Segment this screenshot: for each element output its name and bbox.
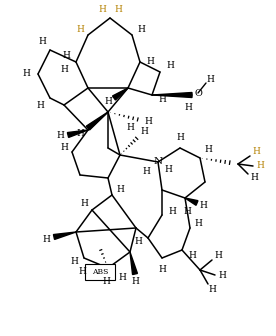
Text: H: H (184, 102, 192, 112)
Text: H: H (104, 97, 112, 107)
Text: H: H (214, 252, 222, 260)
Text: H: H (131, 278, 139, 287)
Text: H: H (56, 130, 64, 139)
Text: H: H (60, 66, 68, 75)
Text: H: H (98, 5, 106, 14)
Polygon shape (67, 130, 88, 137)
Text: H: H (22, 70, 30, 79)
Polygon shape (86, 112, 108, 130)
Text: H: H (142, 168, 150, 176)
Text: H: H (144, 118, 152, 126)
Text: H: H (70, 257, 78, 266)
Text: H: H (62, 51, 70, 60)
Polygon shape (152, 92, 192, 97)
Text: H: H (166, 61, 174, 71)
Text: H: H (116, 184, 124, 194)
Text: O: O (194, 88, 202, 97)
Text: H: H (252, 148, 260, 157)
Text: H: H (60, 143, 68, 153)
Text: H: H (204, 145, 212, 155)
Text: H: H (256, 162, 264, 170)
Text: H: H (158, 94, 166, 103)
Text: N: N (153, 158, 163, 167)
FancyBboxPatch shape (85, 264, 115, 280)
Text: H: H (114, 5, 122, 14)
Text: H: H (42, 236, 50, 245)
Text: H: H (199, 202, 207, 210)
Text: H: H (38, 38, 46, 46)
Polygon shape (54, 232, 76, 240)
Text: H: H (168, 207, 176, 215)
Text: H: H (183, 208, 191, 216)
Text: H: H (176, 133, 184, 142)
Text: H: H (80, 200, 88, 209)
Polygon shape (185, 198, 198, 205)
Text: H: H (206, 75, 214, 84)
Text: H: H (126, 123, 134, 131)
Text: H: H (250, 173, 258, 182)
Text: H: H (158, 265, 166, 275)
Text: H: H (78, 267, 86, 277)
Text: H: H (164, 166, 172, 174)
Polygon shape (113, 88, 128, 100)
Text: H: H (194, 219, 202, 228)
Text: H: H (134, 238, 142, 247)
Text: H: H (102, 278, 110, 287)
Polygon shape (130, 252, 137, 275)
Text: ABS: ABS (92, 268, 108, 276)
Text: H: H (146, 57, 154, 67)
Text: H: H (36, 101, 44, 111)
Text: H: H (118, 274, 126, 283)
Text: H: H (137, 25, 145, 34)
Text: H: H (76, 25, 84, 34)
Text: H: H (218, 271, 226, 281)
Text: H: H (208, 286, 216, 294)
Text: H: H (188, 252, 196, 260)
Text: H: H (76, 129, 84, 138)
Text: H: H (140, 126, 148, 135)
